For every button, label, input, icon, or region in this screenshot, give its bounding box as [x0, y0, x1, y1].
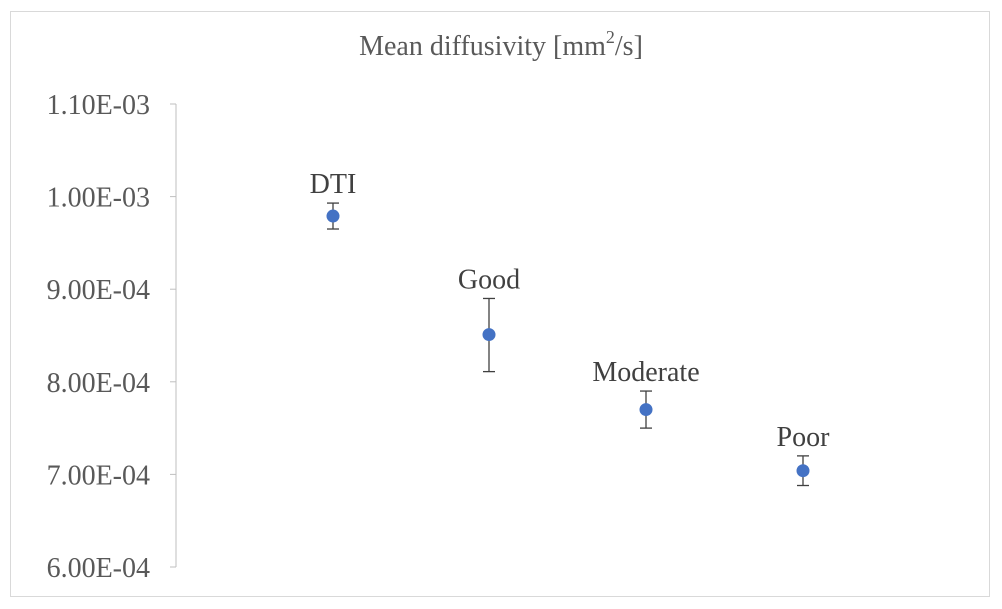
y-tick-label: 7.00E-04 — [47, 460, 150, 491]
data-label: DTI — [310, 169, 357, 200]
data-point — [639, 403, 653, 417]
chart-title-superscript: 2 — [605, 27, 615, 47]
data-point — [482, 328, 496, 342]
y-tick-label: 8.00E-04 — [47, 368, 150, 399]
chart-frame — [10, 11, 990, 597]
data-point — [796, 464, 810, 478]
data-label: Moderate — [592, 357, 699, 388]
chart-title-text: Mean diffusivity [mm — [359, 31, 606, 62]
y-tick-label: 1.00E-03 — [47, 183, 150, 214]
y-tick-label: 9.00E-04 — [47, 275, 150, 306]
data-label: Good — [458, 264, 520, 295]
chart-title-suffix: /s] — [614, 31, 643, 62]
y-tick-label: 1.10E-03 — [47, 90, 150, 121]
y-tick-label: 6.00E-04 — [47, 553, 150, 584]
data-label: Poor — [777, 422, 831, 453]
data-point — [326, 209, 340, 223]
chart-title: Mean diffusivity [mm2/s] — [0, 28, 1002, 63]
